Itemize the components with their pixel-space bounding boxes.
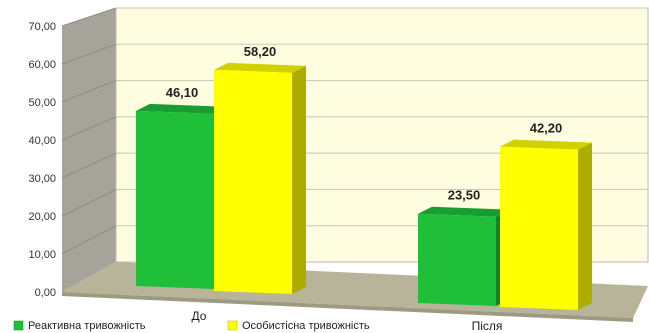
legend-label: Реактивна тривожність xyxy=(28,320,146,332)
legend-label: Особистісна тривожність xyxy=(242,320,370,332)
side-gridline xyxy=(61,80,117,103)
bar xyxy=(418,206,510,306)
side-gridline xyxy=(61,152,117,179)
y-tick-label: 0,00 xyxy=(35,287,56,299)
side-gridline xyxy=(61,225,117,255)
y-tick-label: 70,00 xyxy=(28,21,56,33)
data-label: 46,10 xyxy=(166,85,199,100)
data-label: 23,50 xyxy=(448,188,481,203)
y-tick-label: 50,00 xyxy=(28,97,56,109)
y-tick-label: 40,00 xyxy=(28,135,56,147)
bars xyxy=(136,62,592,310)
bar xyxy=(214,62,306,294)
data-labels: 46,10 23,50 58,20 42,20 xyxy=(166,44,563,203)
y-tick-label: 60,00 xyxy=(28,59,56,71)
side-gridline xyxy=(61,116,117,141)
legend: Реактивна тривожність Особистісна тривожн… xyxy=(13,320,370,332)
bar xyxy=(500,139,592,310)
y-axis-ticks: 0,00 10,00 20,00 30,00 40,00 50,00 60,00 70,00 xyxy=(28,21,56,299)
left-wall xyxy=(62,8,116,292)
category-labels: До Після xyxy=(192,309,503,333)
floor-front-edge xyxy=(62,292,633,322)
y-tick-label: 20,00 xyxy=(28,211,56,223)
y-tick-label: 30,00 xyxy=(28,173,56,185)
category-label: До xyxy=(192,309,207,323)
y-tick-label: 10,00 xyxy=(28,249,56,261)
legend-swatch xyxy=(227,320,238,331)
side-gridline xyxy=(61,7,117,27)
side-gridline xyxy=(61,43,117,65)
data-label: 58,20 xyxy=(244,44,277,59)
legend-swatch xyxy=(13,320,24,331)
side-gridline xyxy=(61,188,117,217)
data-label: 42,20 xyxy=(530,121,563,136)
category-label: Після xyxy=(472,319,503,333)
